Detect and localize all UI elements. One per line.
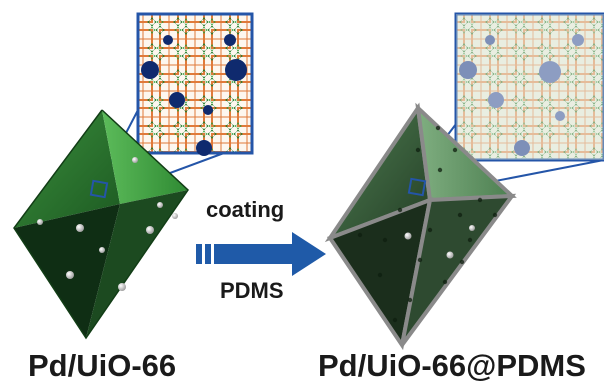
coated-pd-nanoparticles — [459, 34, 584, 156]
label-pd-uio66-pdms: Pd/UiO-66@PDMS — [318, 348, 586, 383]
pd-nanoparticles — [141, 34, 247, 156]
right-inset-zoom — [411, 12, 604, 195]
label-pdms: PDMS — [220, 278, 284, 303]
label-coating: coating — [206, 197, 285, 222]
pd-uio66-octahedron — [13, 109, 189, 340]
pd-uio66-pdms-octahedron — [324, 102, 517, 351]
right-arrow-icon — [196, 232, 326, 276]
label-pd-uio66: Pd/UiO-66 — [28, 348, 177, 383]
left-inset-zoom — [99, 12, 254, 194]
